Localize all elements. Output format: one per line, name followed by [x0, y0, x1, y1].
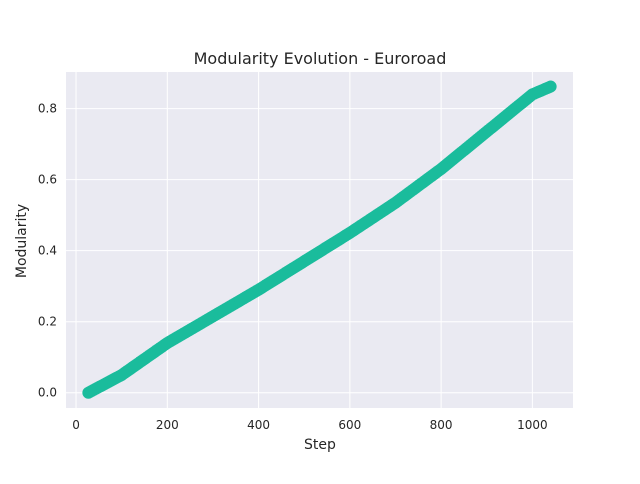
- y-tick-labels: 0.0 0.2 0.4 0.6 0.8: [38, 102, 57, 400]
- x-tick-labels: 0 200 400 600 800 1000: [72, 418, 547, 432]
- x-tick-label: 800: [430, 418, 453, 432]
- x-tick-label: 0: [72, 418, 80, 432]
- y-tick-label: 0.4: [38, 244, 57, 258]
- x-tick-label: 400: [247, 418, 270, 432]
- x-tick-label: 1000: [517, 418, 548, 432]
- chart-title: Modularity Evolution - Euroroad: [194, 49, 447, 68]
- grid-lines: [66, 72, 573, 408]
- y-tick-label: 0.2: [38, 315, 57, 329]
- x-axis-label: Step: [304, 437, 336, 453]
- y-tick-label: 0.6: [38, 173, 57, 187]
- x-tick-label: 200: [156, 418, 179, 432]
- y-axis-label: Modularity: [14, 204, 30, 278]
- x-tick-label: 600: [338, 418, 361, 432]
- y-tick-label: 0.8: [38, 102, 57, 116]
- y-tick-label: 0.0: [38, 386, 57, 400]
- data-point: [544, 80, 557, 93]
- series-layer: [82, 80, 557, 399]
